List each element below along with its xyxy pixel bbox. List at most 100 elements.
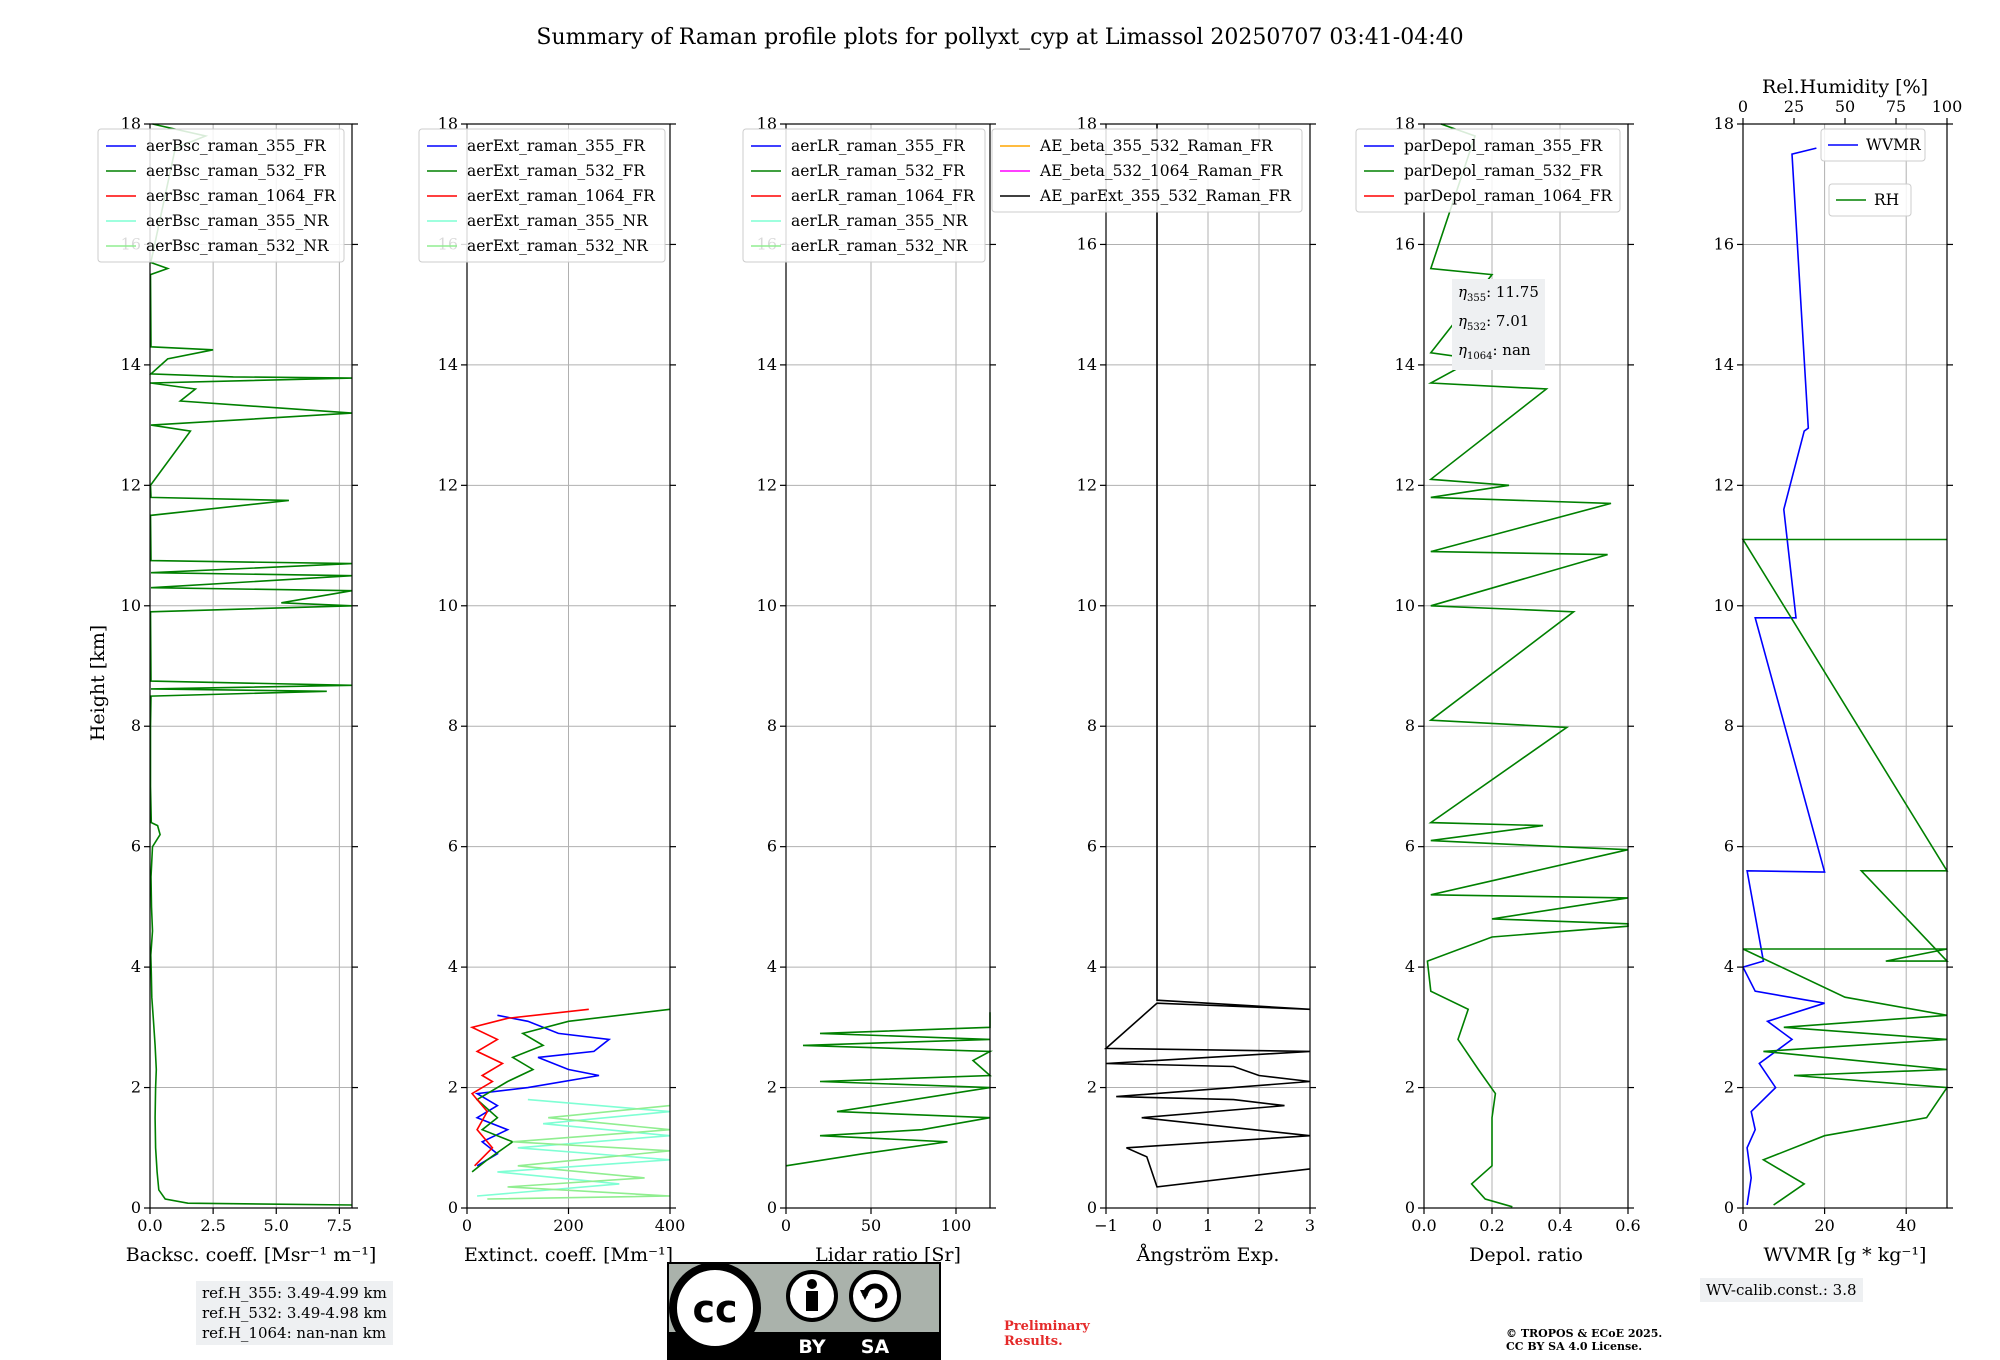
legend-box [418, 128, 666, 263]
x-tick-label: 0 [462, 1216, 472, 1235]
legend-label: aerBsc_raman_355_FR [146, 137, 327, 155]
legend-label: aerExt_raman_1064_FR [467, 187, 656, 205]
y-tick-label: 18 [1395, 114, 1415, 133]
y-tick-label: 2 [767, 1078, 777, 1097]
panel-2: 0246810121416180200400Extinct. coeff. [M… [418, 114, 686, 1266]
y-tick-label: 12 [1395, 475, 1415, 494]
x-tick-label: 0.6 [1615, 1216, 1640, 1235]
series-line [785, 1012, 994, 1167]
y-tick-label: 6 [1724, 837, 1734, 856]
legend-label: parDepol_raman_355_FR [1404, 137, 1604, 155]
series-line [469, 1008, 589, 1167]
legend-label: aerBsc_raman_532_FR [146, 162, 327, 180]
y-tick-label: 16 [1077, 234, 1097, 253]
x-tick-label: 1 [1203, 1216, 1213, 1235]
y-tick-label: 12 [1077, 475, 1097, 494]
legend-label: WVMR [1866, 136, 1922, 154]
y-tick-label: 18 [1714, 114, 1734, 133]
y-tick-label: 12 [757, 475, 777, 494]
y-tick-label: 4 [1087, 957, 1097, 976]
x-tick-label: 0.2 [1479, 1216, 1504, 1235]
figure-title: Summary of Raman profile plots for polly… [536, 25, 1463, 50]
y-tick-label: 6 [131, 837, 141, 856]
eta-box: η355: 11.75 η532: 7.01 η1064: nan [1452, 279, 1545, 370]
x-tick-label: 50 [861, 1216, 881, 1235]
y-tick-label: 8 [1405, 716, 1415, 735]
license-by-label: BY [798, 1336, 825, 1358]
top-x-tick-label: 50 [1835, 97, 1855, 116]
legend-label: aerBsc_raman_532_NR [146, 237, 330, 255]
legend-label: parDepol_raman_1064_FR [1404, 187, 1613, 205]
legend-label: aerBsc_raman_355_NR [146, 212, 330, 230]
y-tick-label: 8 [131, 716, 141, 735]
reference-height-box: ref.H_355: 3.49-4.99 km ref.H_532: 3.49-… [196, 1281, 393, 1345]
svg-text:cc: cc [692, 1287, 737, 1331]
copyright-line-2: CC BY SA 4.0 License. [1506, 1340, 1643, 1353]
y-tick-label: 18 [121, 114, 141, 133]
y-tick-label: 0 [131, 1198, 141, 1217]
y-tick-label: 18 [1077, 114, 1097, 133]
y-tick-label: 10 [438, 596, 458, 615]
y-tick-label: 6 [767, 837, 777, 856]
x-tick-label: 7.5 [327, 1216, 352, 1235]
top-x-tick-label: 100 [1932, 97, 1963, 116]
y-tick-label: 16 [1714, 234, 1734, 253]
y-tick-label: 8 [767, 716, 777, 735]
x-axis-label: Backsc. coeff. [Msr⁻¹ m⁻¹] [126, 1244, 377, 1266]
series-line [1741, 538, 1949, 1206]
y-tick-label: 0 [448, 1198, 458, 1217]
x-tick-label: 5.0 [264, 1216, 289, 1235]
y-tick-label: 10 [1395, 596, 1415, 615]
legend-label: RH [1874, 191, 1899, 209]
legend-box [1828, 183, 1912, 217]
y-tick-label: 6 [448, 837, 458, 856]
x-tick-label: 400 [655, 1216, 686, 1235]
copyright-note: © TROPOS & ECoE 2025. CC BY SA 4.0 Licen… [1506, 1327, 1662, 1353]
y-tick-label: 4 [448, 957, 458, 976]
legend-box [742, 128, 986, 263]
legend-label: AE_parExt_355_532_Raman_FR [1039, 187, 1292, 205]
ref-height-1064: ref.H_1064: nan-nan km [202, 1324, 387, 1342]
y-tick-label: 8 [1724, 716, 1734, 735]
y-tick-label: 12 [121, 475, 141, 494]
y-tick-label: 6 [1405, 837, 1415, 856]
y-tick-label: 14 [757, 355, 777, 374]
series-line [148, 123, 353, 1206]
eta-1064: η1064: nan [1458, 341, 1531, 362]
eta-532: η532: 7.01 [1458, 312, 1530, 333]
top-x-tick-label: 75 [1886, 97, 1906, 116]
height-axis-label: Height [km] [87, 625, 109, 741]
legend-label: AE_beta_355_532_Raman_FR [1039, 137, 1274, 155]
x-tick-label: −1 [1094, 1216, 1118, 1235]
copyright-line-1: © TROPOS & ECoE 2025. [1506, 1327, 1663, 1340]
y-tick-label: 12 [1714, 475, 1734, 494]
y-tick-label: 18 [438, 114, 458, 133]
x-tick-label: 200 [553, 1216, 584, 1235]
eta-355-value: 11.75 [1495, 283, 1539, 301]
y-tick-label: 4 [1724, 957, 1734, 976]
y-tick-label: 14 [121, 355, 141, 374]
series-line [477, 1098, 671, 1197]
y-tick-label: 10 [1714, 596, 1734, 615]
ref-height-355: ref.H_355: 3.49-4.99 km [202, 1284, 387, 1302]
ref-height-532: ref.H_532: 3.49-4.98 km [202, 1304, 387, 1322]
x-tick-label: 0.4 [1547, 1216, 1572, 1235]
series-line [487, 1104, 671, 1200]
x-axis-label: Lidar ratio [Sr] [815, 1244, 961, 1266]
y-tick-label: 4 [131, 957, 141, 976]
legend-label: aerBsc_raman_1064_FR [146, 187, 337, 205]
x-axis-label: WVMR [g * kg⁻¹] [1764, 1244, 1927, 1266]
y-tick-label: 14 [438, 355, 458, 374]
top-x-tick-label: 0 [1738, 97, 1748, 116]
y-tick-label: 12 [438, 475, 458, 494]
y-tick-label: 2 [448, 1078, 458, 1097]
x-tick-label: 2 [1254, 1216, 1264, 1235]
legend-label: AE_beta_532_1064_Raman_FR [1039, 162, 1284, 180]
y-tick-label: 2 [1405, 1078, 1415, 1097]
y-tick-label: 14 [1077, 355, 1097, 374]
y-tick-label: 0 [1087, 1198, 1097, 1217]
eta-532-value: 7.01 [1495, 312, 1530, 330]
